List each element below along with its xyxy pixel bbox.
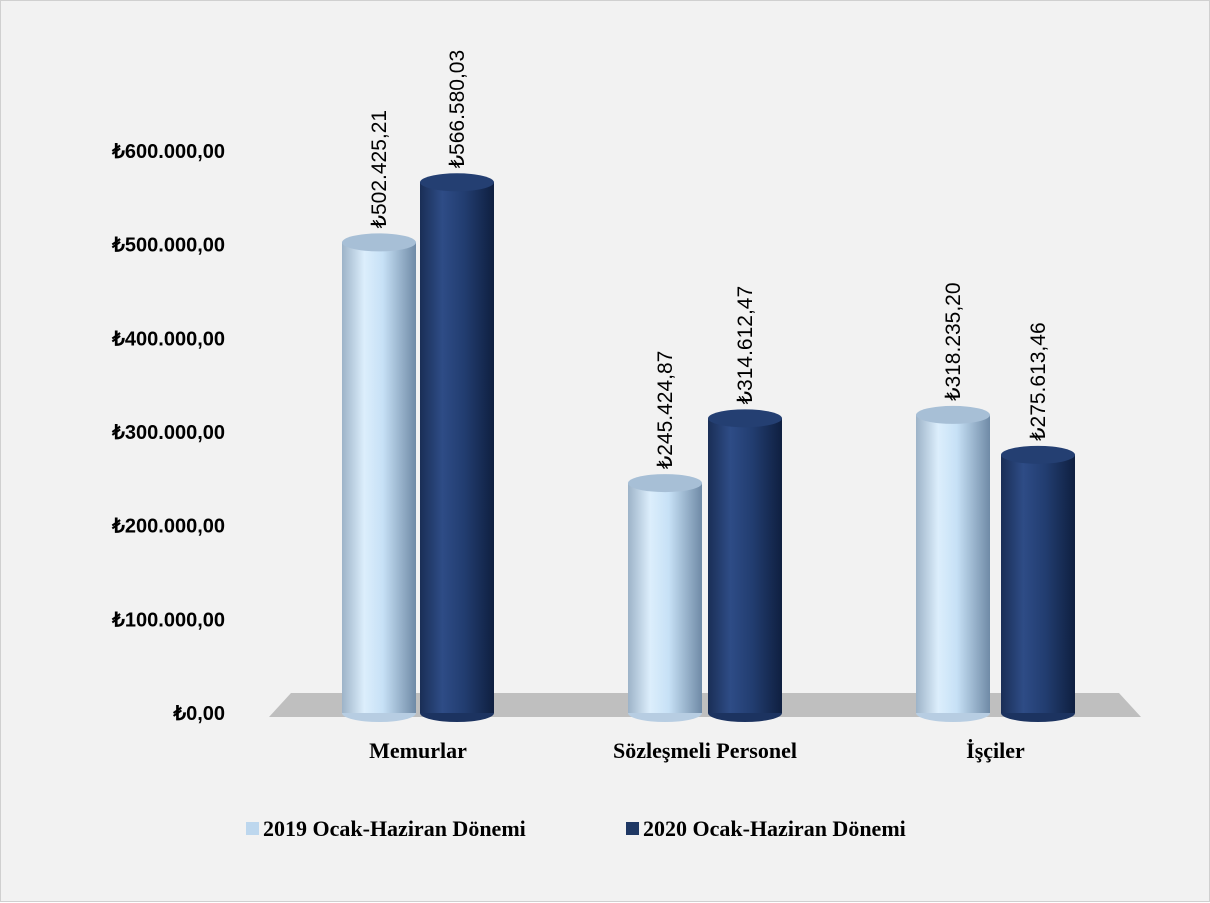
legend-item: 2020 Ocak-Haziran Dönemi [626,816,906,841]
legend-label: 2019 Ocak-Haziran Dönemi [263,816,526,841]
y-tick-label: ₺600.000,00 [111,141,225,163]
y-tick-label: ₺0,00 [172,703,225,725]
bar-memurlar-2019 [342,233,416,722]
legend-label: 2020 Ocak-Haziran Dönemi [643,816,906,841]
data-label: ₺314.612,47 [734,286,757,404]
bar-memurlar-2020 [420,173,494,722]
bar-sozlesmeli-personel-2020 [708,409,782,722]
data-label: ₺502.425,21 [368,110,391,228]
bar-isciler-2020 [1001,445,1075,722]
y-tick-label: ₺500.000,00 [111,235,225,257]
data-label: ₺275.613,46 [1027,322,1050,440]
y-tick-label: ₺100.000,00 [111,609,225,631]
category-label: Sözleşmeli Personel [613,738,797,763]
category-label: İşçiler [966,738,1025,763]
y-tick-label: ₺200.000,00 [111,516,225,538]
data-label: ₺566.580,03 [446,50,469,168]
y-tick-label: ₺400.000,00 [111,328,225,350]
data-label: ₺245.424,87 [654,351,677,469]
y-tick-label: ₺300.000,00 [111,422,225,444]
bar-isciler-2019 [916,405,990,722]
bar-sozlesmeli-personel-2019 [628,474,702,722]
data-label: ₺318.235,20 [942,282,965,400]
legend-swatch [626,822,639,835]
legend-item: 2019 Ocak-Haziran Dönemi [246,816,526,841]
legend-swatch [246,822,259,835]
category-label: Memurlar [369,738,467,763]
